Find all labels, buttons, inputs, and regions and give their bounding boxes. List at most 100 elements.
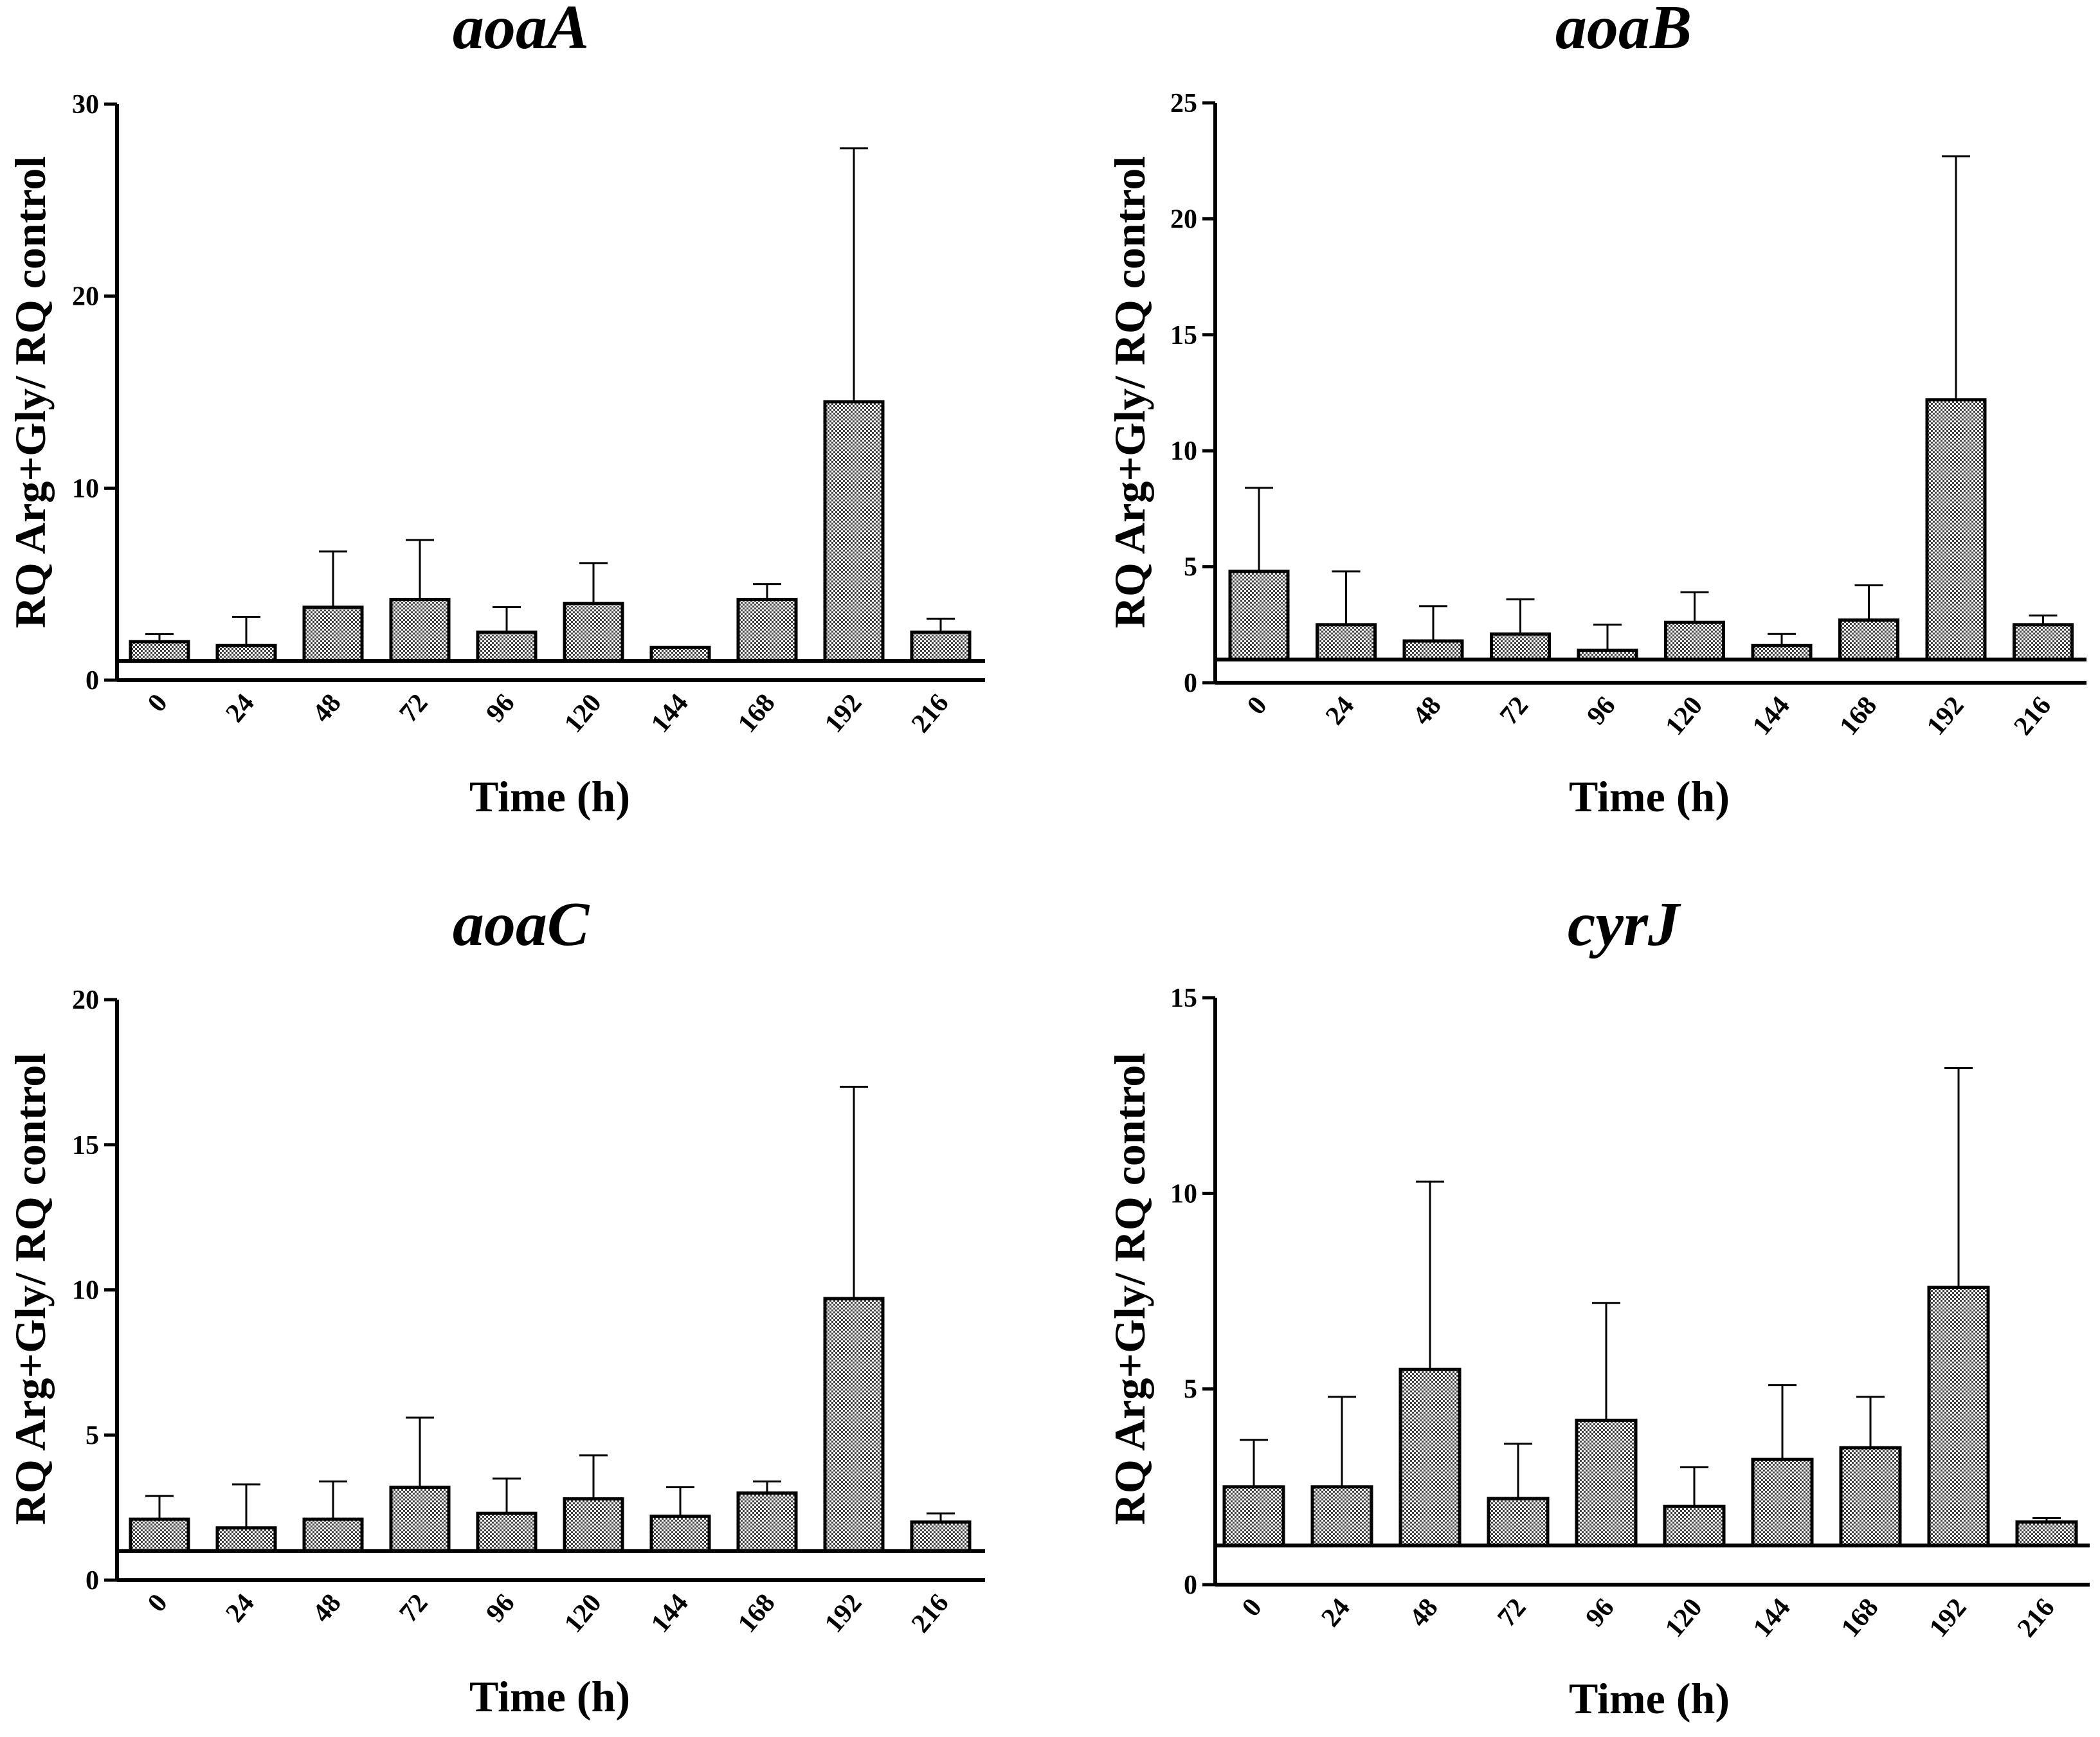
bar <box>563 1497 624 1553</box>
x-tick-label: 120 <box>559 1589 608 1639</box>
y-tick-label: 0 <box>86 666 99 696</box>
y-ticks: 0 10 20 30 <box>72 90 117 696</box>
y-tick-label: 10 <box>1170 437 1197 466</box>
bars <box>1222 1067 2078 1547</box>
x-tick-label: 120 <box>1660 1593 1708 1643</box>
y-tick: 5 <box>1184 553 1215 582</box>
bar <box>910 630 972 663</box>
y-tick-label: 5 <box>1184 553 1197 582</box>
x-tick-label: 192 <box>1924 1593 1973 1643</box>
bar <box>1398 1367 1462 1547</box>
y-tick: 30 <box>72 90 117 120</box>
bar <box>1751 644 1813 662</box>
bar <box>389 1486 451 1553</box>
bar <box>1316 623 1377 662</box>
bar-group <box>649 1486 711 1553</box>
x-tick-label: 192 <box>1921 691 1970 741</box>
bar <box>563 602 624 663</box>
y-tick: 5 <box>86 1421 117 1450</box>
x-axis-label: Time (h) <box>1569 772 1730 821</box>
bar-group <box>129 633 190 663</box>
bar <box>2013 623 2074 662</box>
bar-group <box>1838 584 1899 662</box>
bar <box>823 1297 885 1553</box>
bar <box>1222 1485 1285 1547</box>
bar-group <box>389 539 451 663</box>
y-tick: 0 <box>86 666 117 696</box>
x-tick-label: 216 <box>906 688 955 739</box>
bar <box>649 645 711 663</box>
x-tick-label: 72 <box>394 1589 433 1628</box>
y-tick: 10 <box>72 474 117 503</box>
x-tick-label: 216 <box>2012 1593 2061 1643</box>
y-tick-label: 10 <box>72 474 99 503</box>
bar-group <box>1664 591 1725 662</box>
x-tick-label: 72 <box>1492 1593 1532 1633</box>
bars <box>129 1085 972 1553</box>
bar <box>1228 570 1290 662</box>
y-tick-label: 5 <box>86 1421 99 1450</box>
x-axis-label: Time (h) <box>469 772 630 821</box>
y-tick-label: 5 <box>1184 1375 1197 1405</box>
y-axis-label: RQ Arg+Gly/ RQ control <box>6 156 55 628</box>
bar-group <box>1402 605 1464 662</box>
bar <box>1487 1497 1550 1547</box>
y-tick: 15 <box>1170 984 1215 1013</box>
bar-group <box>736 583 798 663</box>
bar-group <box>649 645 711 663</box>
y-tick-label: 20 <box>72 282 99 312</box>
y-tick: 20 <box>1170 204 1215 234</box>
x-axis-label: Time (h) <box>469 1672 630 1721</box>
x-tick-label: 144 <box>1747 691 1796 741</box>
bar <box>129 1517 190 1553</box>
y-tick: 25 <box>1170 89 1215 118</box>
x-axis-label: Time (h) <box>1569 1674 1730 1723</box>
bar <box>215 644 277 663</box>
bars <box>129 147 972 663</box>
x-tick-label: 0 <box>1242 691 1273 721</box>
x-tick-label: 0 <box>142 688 174 718</box>
bar-group <box>1663 1466 1726 1547</box>
bar <box>910 1520 972 1553</box>
bars <box>1228 155 2074 662</box>
x-tick-label: 96 <box>1580 1593 1620 1633</box>
x-ticks: 0 24 48 72 96 120 144 168 192 216 <box>1236 1593 2061 1643</box>
y-tick-label: 20 <box>72 986 99 1015</box>
x-tick-label: 24 <box>220 1589 260 1628</box>
y-tick-label: 0 <box>1184 1571 1197 1600</box>
chart-panel-aoaA: aoaA RQ Arg+Gly/ RQ control Time (h) 0 1… <box>6 0 985 821</box>
bar-group <box>2015 1517 2078 1547</box>
bar <box>476 1511 538 1553</box>
bar <box>649 1515 711 1553</box>
x-tick-label: 192 <box>819 1589 868 1639</box>
chart-panel-aoaB: aoaB RQ Arg+Gly/ RQ control Time (h) 0 5… <box>1105 0 2086 821</box>
bar-group <box>1228 487 1290 662</box>
bar-group <box>1577 624 1638 662</box>
x-tick-label: 144 <box>1748 1593 1797 1643</box>
bar <box>1838 618 1899 662</box>
bar-group <box>476 606 538 663</box>
bar-group <box>2013 614 2074 662</box>
chart-title: aoaA <box>453 0 589 62</box>
y-tick-label: 20 <box>1170 204 1197 234</box>
bar-group <box>1927 1067 1990 1547</box>
bar <box>1925 398 1987 662</box>
bar-group <box>1751 1384 1814 1547</box>
x-tick-label: 168 <box>732 688 781 739</box>
x-tick-label: 0 <box>142 1589 174 1618</box>
bar <box>476 630 538 663</box>
y-tick: 20 <box>72 986 117 1015</box>
bar <box>1663 1504 1726 1547</box>
bar-group <box>476 1477 538 1553</box>
y-tick: 10 <box>1170 437 1215 466</box>
bar-group <box>389 1416 451 1553</box>
bar <box>1927 1285 1990 1547</box>
y-ticks: 0 5 10 15 <box>1170 984 1215 1600</box>
x-tick-label: 216 <box>906 1589 955 1639</box>
bar-group <box>302 550 364 663</box>
y-tick-label: 15 <box>1170 984 1197 1013</box>
y-tick: 10 <box>1170 1179 1215 1209</box>
bar-group <box>563 562 624 663</box>
x-tick-label: 0 <box>1236 1593 1268 1623</box>
